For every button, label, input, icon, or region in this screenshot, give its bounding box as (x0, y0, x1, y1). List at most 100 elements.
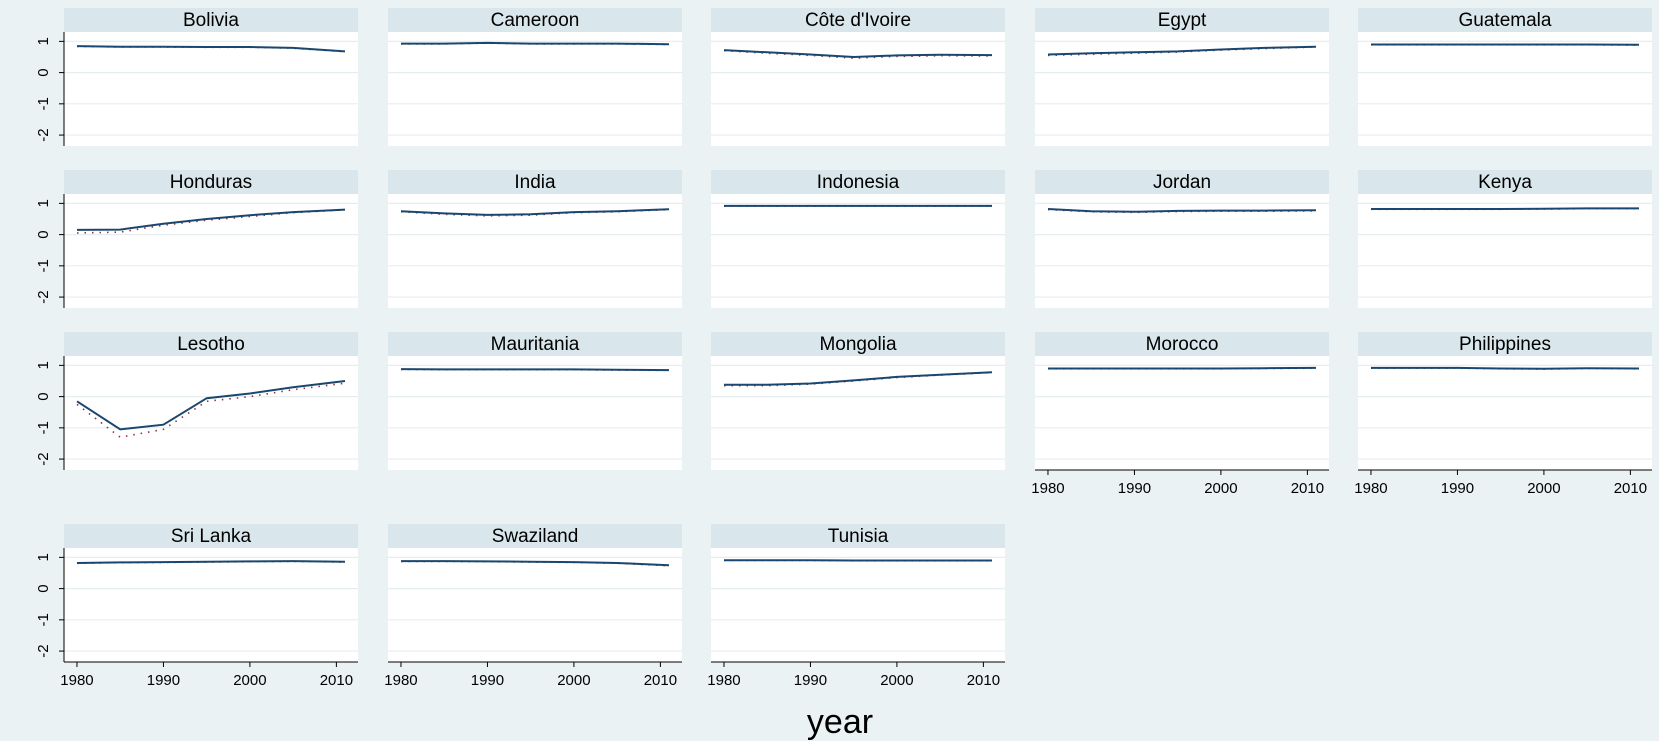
series-solid-mongolia (724, 371, 993, 386)
series-solid-india (400, 208, 670, 216)
panel-strip-morocco (1035, 332, 1329, 356)
panel-title-lesotho: Lesotho (177, 334, 245, 355)
x-tick-label-tunisia-2000: 2000 (880, 672, 913, 689)
x-axis-title: year (807, 703, 873, 741)
panel-strip-egypt (1035, 8, 1329, 32)
plot-area-cameroon (388, 32, 682, 146)
x-tick-label-sri-lanka-1980: 1980 (60, 672, 93, 689)
plot-area-mongolia (711, 356, 1005, 470)
panel-strip-indonesia (711, 170, 1005, 194)
series-solid-kenya (1371, 207, 1639, 210)
y-tick-label-lesotho--2: -2 (35, 452, 52, 465)
x-tick-label-sri-lanka-1990: 1990 (147, 672, 180, 689)
series-solid-morocco (1048, 366, 1317, 370)
x-tick-label-philippines-1980: 1980 (1354, 480, 1387, 497)
panel-title-indonesia: Indonesia (817, 172, 900, 193)
plot-area-swaziland (388, 548, 682, 662)
panel-title-jordan: Jordan (1153, 172, 1211, 193)
panel-strip-india (388, 170, 682, 194)
plot-area-mauritania (388, 356, 682, 470)
x-tick-label-philippines-1990: 1990 (1441, 480, 1474, 497)
x-tick-label-tunisia-1980: 1980 (707, 672, 740, 689)
panel-strip-cameroon (388, 8, 682, 32)
x-tick-label-morocco-1980: 1980 (1031, 480, 1064, 497)
series-solid-egypt (1047, 45, 1317, 56)
panel-indonesia: Indonesia (711, 170, 1005, 308)
y-tick-label-sri-lanka--2: -2 (35, 644, 52, 657)
series-solid-mauritania (400, 368, 670, 372)
plot-area-honduras (64, 194, 358, 308)
x-tick-label-sri-lanka-2000: 2000 (233, 672, 266, 689)
series-solid-philippines (1371, 366, 1640, 370)
x-tick-label-swaziland-2010: 2010 (644, 672, 677, 689)
series-solid-bolivia (76, 45, 346, 53)
panel-honduras: Honduras 1 0 -1 -2 (35, 170, 358, 308)
panel-strip-jordan (1035, 170, 1329, 194)
x-tick-label-swaziland-2000: 2000 (557, 672, 590, 689)
series-solid-jordan (1047, 208, 1317, 213)
panel-title-honduras: Honduras (170, 172, 252, 193)
y-tick-label-bolivia--2: -2 (35, 128, 52, 141)
series-solid-cote-d-ivoire (723, 49, 993, 59)
panel-title-philippines: Philippines (1459, 334, 1551, 355)
panel-strip-guatemala (1358, 8, 1652, 32)
panel-title-cameroon: Cameroon (491, 10, 580, 31)
plot-area-morocco (1035, 356, 1329, 470)
panel-strip-tunisia (711, 524, 1005, 548)
panel-tunisia: Tunisia 1980 1990 2000 2010 (707, 524, 1005, 689)
panel-title-egypt: Egypt (1158, 10, 1207, 31)
panel-title-swaziland: Swaziland (492, 526, 579, 547)
series-solid-swaziland (401, 560, 670, 567)
x-tick-label-philippines-2000: 2000 (1527, 480, 1560, 497)
y-tick-label-lesotho-0: 0 (35, 392, 52, 400)
y-tick-label-bolivia--1: -1 (35, 97, 52, 110)
panel-mongolia: Mongolia (711, 332, 1005, 470)
panel-title-cote-d-ivoire: Côte d'Ivoire (805, 10, 911, 31)
x-tick-label-swaziland-1980: 1980 (384, 672, 417, 689)
panel-guatemala: Guatemala (1358, 8, 1652, 146)
x-tick-label-tunisia-1990: 1990 (794, 672, 827, 689)
series-solid-lesotho (76, 380, 346, 431)
x-tick-label-morocco-1990: 1990 (1118, 480, 1151, 497)
panel-egypt: Egypt (1035, 8, 1329, 146)
panel-title-sri-lanka: Sri Lanka (171, 526, 252, 547)
panel-strip-bolivia (64, 8, 358, 32)
plot-area-sri-lanka (64, 548, 358, 662)
y-tick-label-honduras-0: 0 (35, 230, 52, 238)
panel-strip-lesotho (64, 332, 358, 356)
panel-cote-d-ivoire: Côte d'Ivoire (711, 8, 1005, 146)
panel-mauritania: Mauritania (388, 332, 682, 470)
series-solid-cameroon (401, 41, 670, 46)
panel-title-india: India (514, 172, 556, 193)
x-tick-label-tunisia-2010: 2010 (967, 672, 1000, 689)
panel-india: India (388, 170, 682, 308)
plot-area-philippines (1358, 356, 1652, 470)
series-solid-sri-lanka (76, 560, 346, 564)
y-tick-label-honduras--1: -1 (35, 259, 52, 272)
panel-title-kenya: Kenya (1478, 172, 1532, 193)
panel-morocco: Morocco 1980 1990 2000 2010 (1031, 332, 1329, 497)
series-solid-honduras (76, 208, 346, 231)
x-tick-label-sri-lanka-2010: 2010 (320, 672, 353, 689)
x-tick-label-morocco-2010: 2010 (1291, 480, 1324, 497)
panel-bolivia: Bolivia 1 0 -1 -2 (35, 8, 358, 146)
plot-area-lesotho (64, 356, 358, 470)
plot-area-tunisia (711, 548, 1005, 662)
panel-cameroon: Cameroon (388, 8, 682, 146)
x-tick-label-morocco-2000: 2000 (1204, 480, 1237, 497)
panel-title-mongolia: Mongolia (819, 334, 897, 355)
x-tick-label-swaziland-1990: 1990 (471, 672, 504, 689)
plot-area-bolivia (64, 32, 358, 146)
panel-philippines: Philippines 1980 1990 2000 2010 (1354, 332, 1652, 497)
plot-area-indonesia (711, 194, 1005, 308)
panel-strip-honduras (64, 170, 358, 194)
plot-area-egypt (1035, 32, 1329, 146)
y-tick-label-lesotho--1: -1 (35, 421, 52, 434)
panel-strip-cote-d-ivoire (711, 8, 1005, 32)
y-tick-label-honduras-1: 1 (35, 199, 52, 207)
plot-area-kenya (1358, 194, 1652, 308)
panel-kenya: Kenya (1358, 170, 1652, 308)
y-tick-label-bolivia-0: 0 (35, 68, 52, 76)
panel-title-bolivia: Bolivia (183, 10, 239, 31)
